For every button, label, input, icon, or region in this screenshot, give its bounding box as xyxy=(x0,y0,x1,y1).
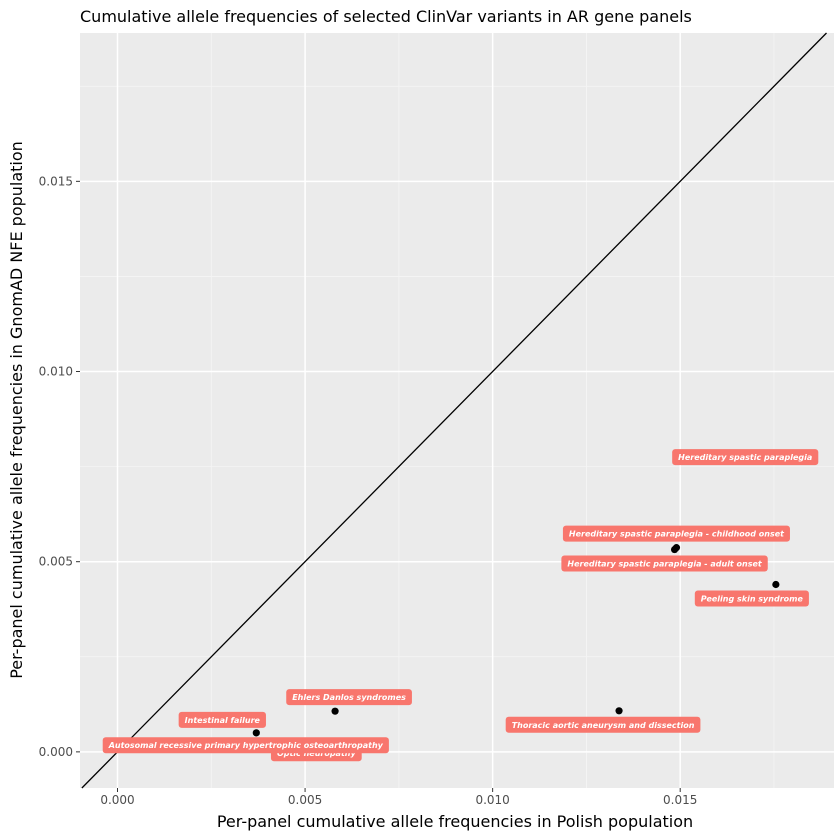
reference-line xyxy=(81,32,827,789)
y-tick-label: 0.000 xyxy=(39,745,73,759)
point-label: Hereditary spastic paraplegia - adult on… xyxy=(561,555,768,572)
point-label: Thoracic aortic aneurysm and dissection xyxy=(505,716,701,733)
chart-title: Cumulative allele frequencies of selecte… xyxy=(80,7,692,26)
data-point xyxy=(670,545,679,554)
y-axis-ticks: 0.000 0.005 0.010 0.015 xyxy=(39,174,80,759)
point-label-text: Hereditary spastic paraplegia xyxy=(678,453,812,462)
point-label-text: Intestinal failure xyxy=(185,716,261,725)
minor-gridlines xyxy=(80,33,834,788)
point-label: Hereditary spastic paraplegia xyxy=(672,449,819,466)
point-labels: Hereditary spastic paraplegia Hereditary … xyxy=(102,449,819,762)
point-label-text: Peeling skin syndrome xyxy=(701,595,804,604)
x-tick-label: 0.010 xyxy=(475,793,509,807)
y-tick-label: 0.010 xyxy=(39,365,73,379)
point-label-box xyxy=(561,555,768,572)
y-tick-label: 0.005 xyxy=(39,555,73,569)
reference-line-group xyxy=(81,32,827,789)
point-label-text: Autosomal recessive primary hypertrophic… xyxy=(108,741,384,750)
data-point xyxy=(331,707,339,715)
point-label: Hereditary spastic paraplegia - childhoo… xyxy=(562,525,790,542)
point-label: Autosomal recessive primary hypertrophic… xyxy=(102,737,389,754)
point-label-box xyxy=(694,590,809,607)
point-label-text: Hereditary spastic paraplegia - adult on… xyxy=(567,560,763,569)
point-label-box xyxy=(286,689,412,706)
point-label: Intestinal failure xyxy=(178,711,266,728)
data-point xyxy=(772,580,780,589)
point-label-text: Optic neuropathy xyxy=(277,749,357,758)
point-label-text: Thoracic aortic aneurysm and dissection xyxy=(512,721,695,730)
point-label-text: Hereditary spastic paraplegia - childhoo… xyxy=(569,530,785,539)
x-axis-title: Per-panel cumulative allele frequencies … xyxy=(217,812,693,831)
data-point xyxy=(252,729,260,737)
point-label-box xyxy=(562,525,790,542)
x-tick-label: 0.015 xyxy=(663,793,697,807)
point-label: Peeling skin syndrome xyxy=(694,590,809,607)
x-axis-ticks: 0.000 0.005 0.010 0.015 xyxy=(100,788,697,807)
point-label-box xyxy=(102,737,389,754)
point-label: Ehlers Danlos syndromes xyxy=(286,689,412,706)
y-axis-title: Per-panel cumulative allele frequencies … xyxy=(7,141,26,679)
point-label-text: Ehlers Danlos syndromes xyxy=(292,693,406,702)
data-point xyxy=(615,707,623,715)
y-tick-label: 0.015 xyxy=(39,174,73,188)
x-tick-label: 0.005 xyxy=(288,793,322,807)
point-label-box xyxy=(505,716,701,733)
point-label-box xyxy=(178,711,266,728)
x-tick-label: 0.000 xyxy=(100,793,134,807)
point-label-box xyxy=(672,449,819,466)
